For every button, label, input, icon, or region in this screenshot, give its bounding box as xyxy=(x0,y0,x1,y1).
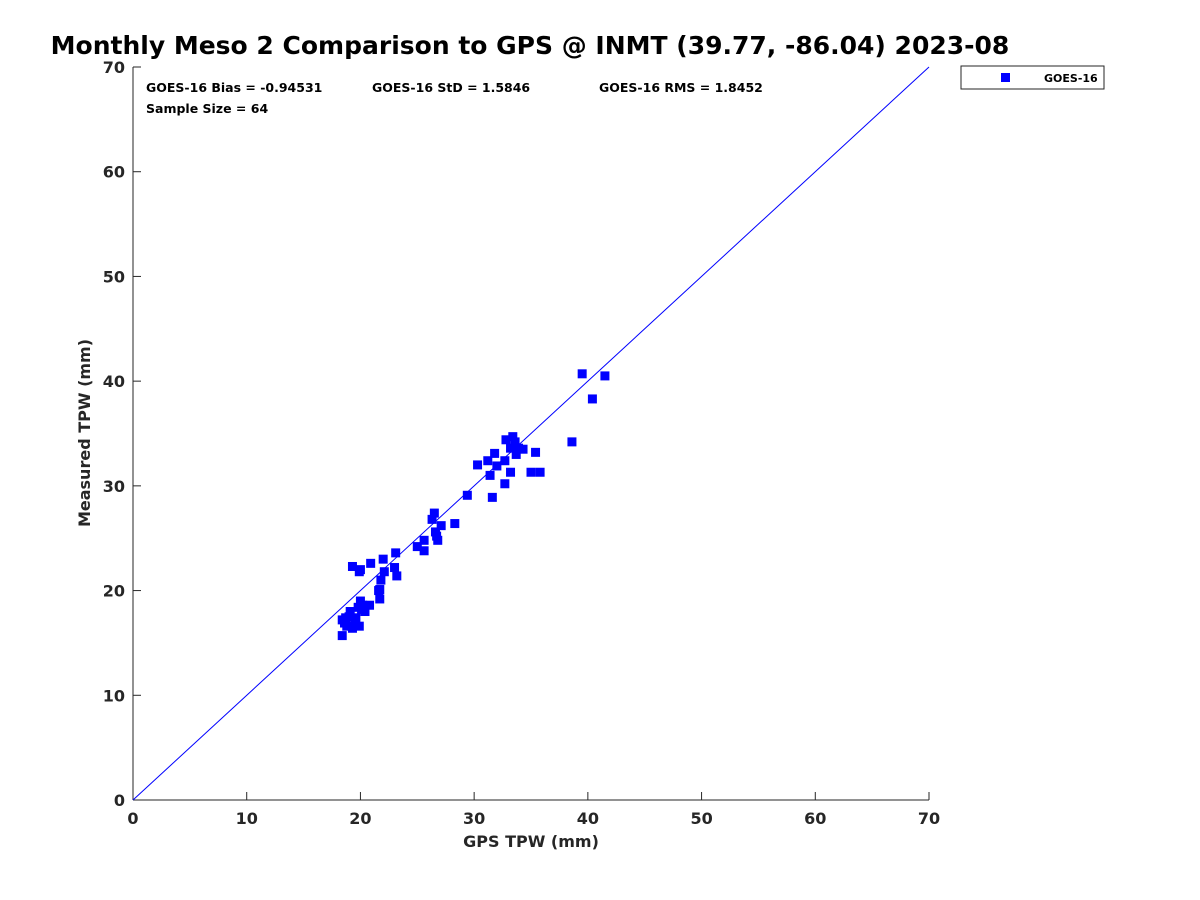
data-point xyxy=(500,456,510,466)
y-axis-ticks: 0 10 20 30 40 50 60 70 xyxy=(103,58,141,810)
data-point xyxy=(357,604,367,614)
x-tick-label: 50 xyxy=(690,809,712,828)
y-tick-label: 50 xyxy=(103,267,125,286)
data-point xyxy=(341,613,351,623)
y-tick-label: 20 xyxy=(103,582,125,601)
data-point xyxy=(492,461,502,471)
x-tick-label: 70 xyxy=(918,809,940,828)
data-point xyxy=(526,467,536,477)
y-tick-label: 30 xyxy=(103,477,125,496)
data-point xyxy=(345,607,355,617)
data-point xyxy=(366,558,376,568)
one-to-one-line xyxy=(132,66,930,801)
chart-title: Monthly Meso 2 Comparison to GPS @ INMT … xyxy=(51,31,1010,60)
data-point xyxy=(427,514,437,524)
data-point xyxy=(392,571,402,581)
data-point xyxy=(501,435,511,445)
data-point xyxy=(450,519,460,529)
data-point xyxy=(462,490,472,500)
data-points xyxy=(337,369,610,641)
y-tick-label: 0 xyxy=(114,791,125,810)
y-tick-label: 10 xyxy=(103,686,125,705)
data-point xyxy=(375,594,385,604)
data-point xyxy=(355,565,365,575)
x-tick-label: 20 xyxy=(349,809,371,828)
data-point xyxy=(419,535,429,545)
y-axis-label: Measured TPW (mm) xyxy=(75,339,94,527)
data-point xyxy=(365,600,375,610)
data-point xyxy=(531,447,541,457)
data-point xyxy=(510,437,520,447)
data-point xyxy=(379,567,389,577)
data-point xyxy=(412,542,422,552)
legend-box xyxy=(960,65,1105,90)
std-stat: GOES-16 StD = 1.5846 xyxy=(372,80,530,95)
x-tick-label: 0 xyxy=(127,809,138,828)
data-point xyxy=(354,621,364,631)
data-point xyxy=(351,613,361,623)
data-point xyxy=(342,621,352,631)
data-point xyxy=(513,443,523,453)
data-point xyxy=(600,371,610,381)
rms-stat: GOES-16 RMS = 1.8452 xyxy=(599,80,763,95)
data-point xyxy=(436,521,446,531)
data-point xyxy=(429,508,439,518)
data-point xyxy=(433,535,443,545)
data-point xyxy=(490,448,500,458)
y-tick-label: 40 xyxy=(103,372,125,391)
data-point xyxy=(376,575,386,585)
data-point xyxy=(391,548,401,558)
legend-label: GOES-16 xyxy=(1044,72,1098,85)
x-axis-label: GPS TPW (mm) xyxy=(463,832,599,851)
data-point xyxy=(378,554,388,564)
data-point xyxy=(508,432,518,442)
data-point xyxy=(500,479,510,489)
data-point xyxy=(506,443,516,453)
data-point xyxy=(473,460,483,470)
y-tick-label: 70 xyxy=(103,58,125,77)
data-point xyxy=(390,563,400,573)
data-point xyxy=(485,470,495,480)
data-point xyxy=(350,620,360,630)
y-tick-label: 60 xyxy=(103,163,125,182)
x-axis-ticks: 0 10 20 30 40 50 60 70 xyxy=(127,792,940,828)
data-point xyxy=(375,585,385,595)
data-point xyxy=(487,492,497,502)
data-point xyxy=(483,456,493,466)
sample-size-stat: Sample Size = 64 xyxy=(146,101,268,116)
data-point xyxy=(567,437,577,447)
data-point xyxy=(511,449,521,459)
x-tick-label: 10 xyxy=(236,809,258,828)
data-point xyxy=(577,369,587,379)
data-point xyxy=(506,467,516,477)
x-tick-label: 60 xyxy=(804,809,826,828)
x-tick-label: 40 xyxy=(577,809,599,828)
bias-stat: GOES-16 Bias = -0.94531 xyxy=(146,80,322,95)
x-tick-label: 30 xyxy=(463,809,485,828)
data-point xyxy=(419,546,429,556)
data-point xyxy=(587,394,597,404)
data-point xyxy=(535,467,545,477)
data-point xyxy=(347,561,357,571)
legend: GOES-16 xyxy=(960,65,1105,90)
legend-marker xyxy=(1001,73,1010,82)
data-point xyxy=(337,631,347,641)
data-point xyxy=(518,444,528,454)
